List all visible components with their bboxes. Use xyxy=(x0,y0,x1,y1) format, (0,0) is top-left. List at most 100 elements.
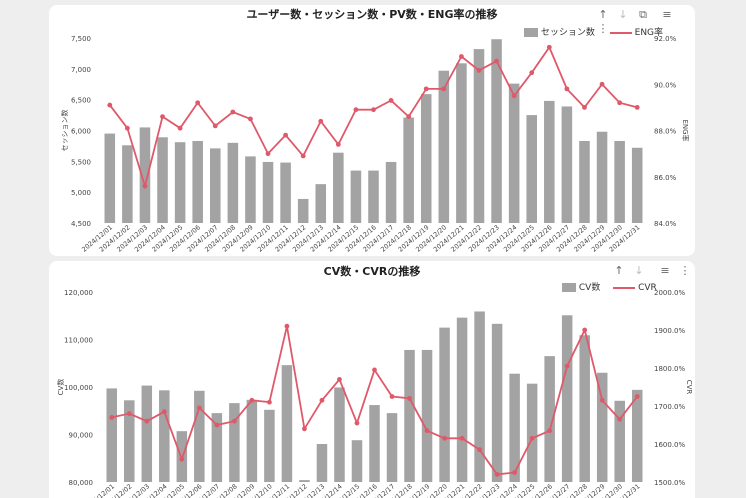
y-tick-label-left: 120,000 xyxy=(64,289,93,297)
line-point xyxy=(179,456,185,462)
line-point xyxy=(284,323,290,329)
y-tick-label-right: 86.0% xyxy=(654,174,677,182)
line-point xyxy=(529,435,535,441)
sort-ascending-icon[interactable]: ↑ xyxy=(598,8,608,21)
y-tick-label-left: 7,000 xyxy=(71,66,91,74)
bar xyxy=(281,365,293,482)
bar xyxy=(474,311,485,482)
line-point xyxy=(407,396,412,401)
y-tick-label-left: 7,500 xyxy=(71,35,91,43)
bar xyxy=(561,106,573,223)
line-point xyxy=(161,409,167,415)
cv-chart-plot: 120,000 110,000 100,000 90,000 80,000 2000.0%… xyxy=(56,289,693,498)
line-point xyxy=(423,86,429,92)
bar xyxy=(579,140,590,223)
y-tick-label-left: 6,000 xyxy=(71,128,91,136)
line-point xyxy=(582,327,588,333)
line-point xyxy=(144,418,150,424)
line-point xyxy=(214,422,220,428)
sort-descending-icon[interactable]: ↓ xyxy=(634,264,644,277)
sort-descending-icon[interactable]: ↓ xyxy=(618,8,628,21)
bar xyxy=(456,63,467,224)
more-options-icon[interactable]: ⋮ xyxy=(679,264,691,277)
line-point xyxy=(388,98,394,103)
bar xyxy=(334,387,345,482)
line-point xyxy=(249,397,255,403)
bar xyxy=(544,100,555,223)
bar xyxy=(508,83,520,223)
line-point xyxy=(124,125,130,131)
bar xyxy=(104,133,116,223)
cv-chart-card: CV数・CVRの推移 ↑ ↓ ≡ ⋮ CV数 CVR 120,000 110,000 10… xyxy=(49,261,695,498)
line-point xyxy=(231,418,237,424)
bar xyxy=(227,142,239,223)
line-point xyxy=(371,107,376,113)
line-point xyxy=(160,114,165,120)
more-options-icon[interactable]: ⋮ xyxy=(597,22,609,35)
y-tick-label-left: 80,000 xyxy=(69,479,94,487)
bar xyxy=(159,390,170,482)
bar xyxy=(421,349,433,482)
bar xyxy=(229,403,240,482)
line-point xyxy=(512,470,518,475)
line-point xyxy=(459,435,465,441)
bar xyxy=(280,162,291,223)
y-tick-label-left: 5,000 xyxy=(71,189,91,197)
line-point xyxy=(459,54,464,59)
bar xyxy=(333,152,344,223)
line-point xyxy=(529,70,535,76)
line-point xyxy=(354,420,360,426)
bar xyxy=(491,39,502,223)
bar xyxy=(264,409,275,482)
legend-line-swatch xyxy=(609,31,632,34)
legend-label: CVR xyxy=(638,283,657,293)
bar xyxy=(404,349,415,482)
bar xyxy=(246,399,258,482)
bar xyxy=(596,372,608,482)
line-point xyxy=(109,415,115,420)
line-point xyxy=(335,141,341,147)
filter-icon[interactable]: ≡ xyxy=(662,8,672,21)
bar xyxy=(456,317,468,482)
sessions-chart-card: ユーザー数・セッション数・PV数・ENG率の推移 ↑ ↓ ⧉ ≡ ⋮ セッション数 EN… xyxy=(49,5,695,256)
bar xyxy=(369,405,380,482)
bar xyxy=(297,198,309,223)
y-tick-label-left: 90,000 xyxy=(69,432,94,440)
bar xyxy=(561,315,573,482)
bar xyxy=(614,140,625,223)
bar xyxy=(596,131,608,223)
bar xyxy=(473,49,485,223)
chart-legend: CV数 CVR xyxy=(562,280,657,293)
line-point xyxy=(477,447,482,453)
legend-label: セッション数 xyxy=(540,28,595,38)
line-point xyxy=(617,100,623,106)
bar xyxy=(262,161,274,223)
y-tick-label-right: 1600.0% xyxy=(654,441,685,449)
bar xyxy=(579,335,590,482)
y-tick-label-right: 1900.0% xyxy=(654,327,685,335)
line-point xyxy=(318,118,324,124)
bar xyxy=(315,184,327,223)
bar xyxy=(157,137,168,223)
export-icon[interactable]: ⧉ xyxy=(639,8,647,21)
line-point xyxy=(142,183,148,189)
y-axis-label-left: CV数 xyxy=(56,379,65,396)
chart-title: CV数・CVRの推移 xyxy=(323,265,421,278)
line-point xyxy=(372,367,377,373)
y-tick-label-left: 110,000 xyxy=(64,337,93,345)
sort-ascending-icon[interactable]: ↑ xyxy=(614,264,624,277)
line-point xyxy=(424,428,430,434)
bar xyxy=(509,373,520,482)
bar xyxy=(386,413,398,482)
legend-bar-swatch xyxy=(562,283,576,292)
bar xyxy=(438,70,450,223)
y-tick-label-right: 1500.0% xyxy=(654,479,685,487)
line-point xyxy=(599,397,605,403)
line-point xyxy=(300,153,306,159)
line-point xyxy=(617,416,623,422)
bar xyxy=(351,440,363,482)
filter-icon[interactable]: ≡ xyxy=(660,264,670,277)
line-point xyxy=(177,125,183,131)
line-point xyxy=(511,93,517,99)
y-axis-label-right: ENG率 xyxy=(681,119,690,141)
